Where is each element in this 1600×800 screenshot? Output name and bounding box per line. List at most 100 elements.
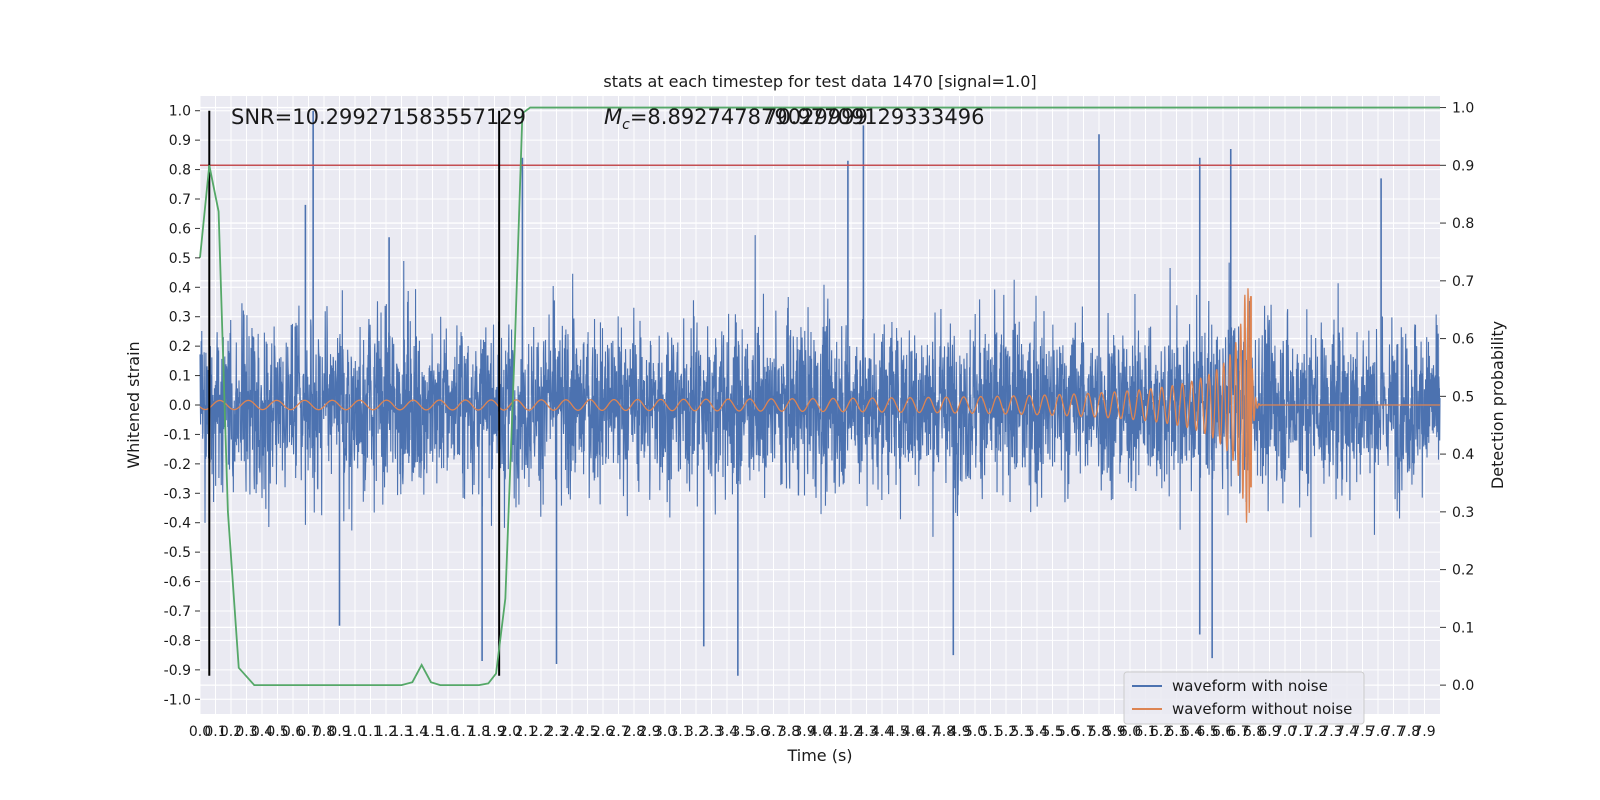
x-tick-label: 7.8 bbox=[1398, 724, 1420, 740]
x-tick-label: 0.3 bbox=[235, 724, 257, 740]
x-tick-label: 7.6 bbox=[1367, 724, 1389, 740]
x-tick-label: 6.4 bbox=[1181, 724, 1203, 740]
y2-tick-label: 0.5 bbox=[1452, 389, 1474, 405]
x-tick-label: 2.6 bbox=[592, 724, 614, 740]
y2-tick-label: 0.7 bbox=[1452, 274, 1474, 290]
x-tick-label: 4.9 bbox=[948, 724, 970, 740]
x-tick-label: 1.8 bbox=[468, 724, 490, 740]
x-tick-label: 6.9 bbox=[1258, 724, 1280, 740]
x-tick-label: 6.6 bbox=[1212, 724, 1234, 740]
x-tick-label: 3.1 bbox=[669, 724, 691, 740]
x-tick-label: 6.1 bbox=[1134, 724, 1156, 740]
x-tick-label: 4.7 bbox=[917, 724, 939, 740]
y2-axis-label: Detection probability bbox=[1488, 321, 1507, 489]
x-tick-label: 7.2 bbox=[1305, 724, 1327, 740]
x-tick-label: 5.3 bbox=[1010, 724, 1032, 740]
x-tick-label: 3.0 bbox=[654, 724, 676, 740]
x-tick-label: 2.8 bbox=[623, 724, 645, 740]
x-tick-label: 6.7 bbox=[1227, 724, 1249, 740]
x-tick-label: 3.4 bbox=[716, 724, 738, 740]
x-tick-label: 2.7 bbox=[607, 724, 629, 740]
series-detection-probability bbox=[199, 106, 1440, 687]
x-tick-label: 2.3 bbox=[545, 724, 567, 740]
x-tick-label: 6.8 bbox=[1243, 724, 1265, 740]
legend-label-clean: waveform without noise bbox=[1172, 700, 1352, 718]
x-tick-label: 0.2 bbox=[220, 724, 242, 740]
x-tick-label: 5.8 bbox=[1088, 724, 1110, 740]
y-tick-label: 0.7 bbox=[169, 192, 191, 208]
y-tick-label: 0.0 bbox=[169, 398, 191, 414]
legend: waveform with noise waveform without noi… bbox=[1123, 671, 1365, 725]
x-tick-label: 1.5 bbox=[421, 724, 443, 740]
snr-annotation: SNR=10.299271583557129 bbox=[231, 105, 526, 129]
y-tick-label: -0.2 bbox=[164, 457, 191, 473]
y2-tick-label: 0.1 bbox=[1452, 620, 1474, 636]
x-tick-label: 7.4 bbox=[1336, 724, 1358, 740]
x-tick-label: 0.8 bbox=[313, 724, 335, 740]
x-tick-label: 6.0 bbox=[1119, 724, 1141, 740]
x-tick-label: 1.6 bbox=[437, 724, 459, 740]
x-tick-label: 2.9 bbox=[638, 724, 660, 740]
legend-label-noise: waveform with noise bbox=[1172, 677, 1328, 695]
y2-tick-label: 0.0 bbox=[1452, 678, 1474, 694]
y-tick-label: -0.7 bbox=[164, 604, 191, 620]
x-tick-label: 6.3 bbox=[1165, 724, 1187, 740]
x-tick-label: 5.7 bbox=[1072, 724, 1094, 740]
x-tick-label: 1.9 bbox=[483, 724, 505, 740]
x-tick-label: 2.1 bbox=[514, 724, 536, 740]
series-waveform-without-noise bbox=[199, 288, 1440, 523]
y-tick-label: -0.5 bbox=[164, 545, 191, 561]
y-tick-label: 0.9 bbox=[169, 133, 191, 149]
y2-tick-label: 0.9 bbox=[1452, 158, 1474, 174]
x-tick-label: 7.5 bbox=[1351, 724, 1373, 740]
clean-line bbox=[199, 288, 1440, 523]
x-tick-label: 1.2 bbox=[375, 724, 397, 740]
x-tick-label: 4.5 bbox=[886, 724, 908, 740]
y2-tick-label: 0.8 bbox=[1452, 216, 1474, 232]
x-axis-label: Time (s) bbox=[786, 746, 852, 765]
chirp-mass-annotation: Mc=8.892747879029999 bbox=[604, 105, 868, 133]
y-axis-label: Whitened strain bbox=[124, 341, 143, 468]
x-tick-label: 0.7 bbox=[297, 724, 319, 740]
x-tick-label: 4.2 bbox=[840, 724, 862, 740]
y-tick-label: 1.0 bbox=[169, 104, 191, 120]
x-tick-label: 0.6 bbox=[282, 724, 304, 740]
x-tick-label: 5.6 bbox=[1057, 724, 1079, 740]
x-tick-label: 7.0 bbox=[1274, 724, 1296, 740]
x-tick-label: 2.4 bbox=[561, 724, 583, 740]
y-tick-label: -0.8 bbox=[164, 633, 191, 649]
x-tick-labels: 0.00.10.20.30.40.50.60.70.80.91.01.11.21… bbox=[189, 724, 1436, 740]
x-tick-label: 3.5 bbox=[731, 724, 753, 740]
y-tick-label: 0.2 bbox=[169, 339, 191, 355]
x-tick-label: 4.0 bbox=[809, 724, 831, 740]
x-tick-label: 4.6 bbox=[902, 724, 924, 740]
x-tick-label: 5.1 bbox=[979, 724, 1001, 740]
y-tick-label: 0.1 bbox=[169, 369, 191, 385]
noise-line bbox=[199, 235, 1441, 538]
y-tick-label: -0.6 bbox=[164, 575, 191, 591]
x-tick-label: 5.0 bbox=[964, 724, 986, 740]
legend-box bbox=[1123, 671, 1365, 725]
x-tick-label: 5.4 bbox=[1026, 724, 1048, 740]
x-tick-label: 7.1 bbox=[1289, 724, 1311, 740]
y2-tick-label: 0.6 bbox=[1452, 332, 1474, 348]
y2-tick-label: 0.2 bbox=[1452, 563, 1474, 579]
x-tick-label: 1.7 bbox=[452, 724, 474, 740]
x-tick-label: 6.2 bbox=[1150, 724, 1172, 740]
x-tick-label: 4.3 bbox=[855, 724, 877, 740]
x-tick-label: 2.5 bbox=[576, 724, 598, 740]
x-tick-label: 0.0 bbox=[189, 724, 211, 740]
y-tick-label: 0.6 bbox=[169, 221, 191, 237]
probability-line bbox=[199, 106, 1440, 687]
y2-tick-label: 0.3 bbox=[1452, 505, 1474, 521]
y-tick-labels: -1.0 -0.9 -0.8 -0.7 -0.6 -0.5 -0.4 -0.3 -0.2 -0.1… bbox=[164, 104, 200, 708]
x-tick-label: 7.7 bbox=[1382, 724, 1404, 740]
chart-title: stats at each timestep for test data 147… bbox=[603, 72, 1036, 91]
x-tick-label: 6.5 bbox=[1196, 724, 1218, 740]
y-tick-label: -0.3 bbox=[164, 486, 191, 502]
x-tick-label: 4.1 bbox=[824, 724, 846, 740]
x-tick-label: 3.6 bbox=[747, 724, 769, 740]
x-tick-label: 1.4 bbox=[406, 724, 428, 740]
markers bbox=[200, 110, 1440, 676]
